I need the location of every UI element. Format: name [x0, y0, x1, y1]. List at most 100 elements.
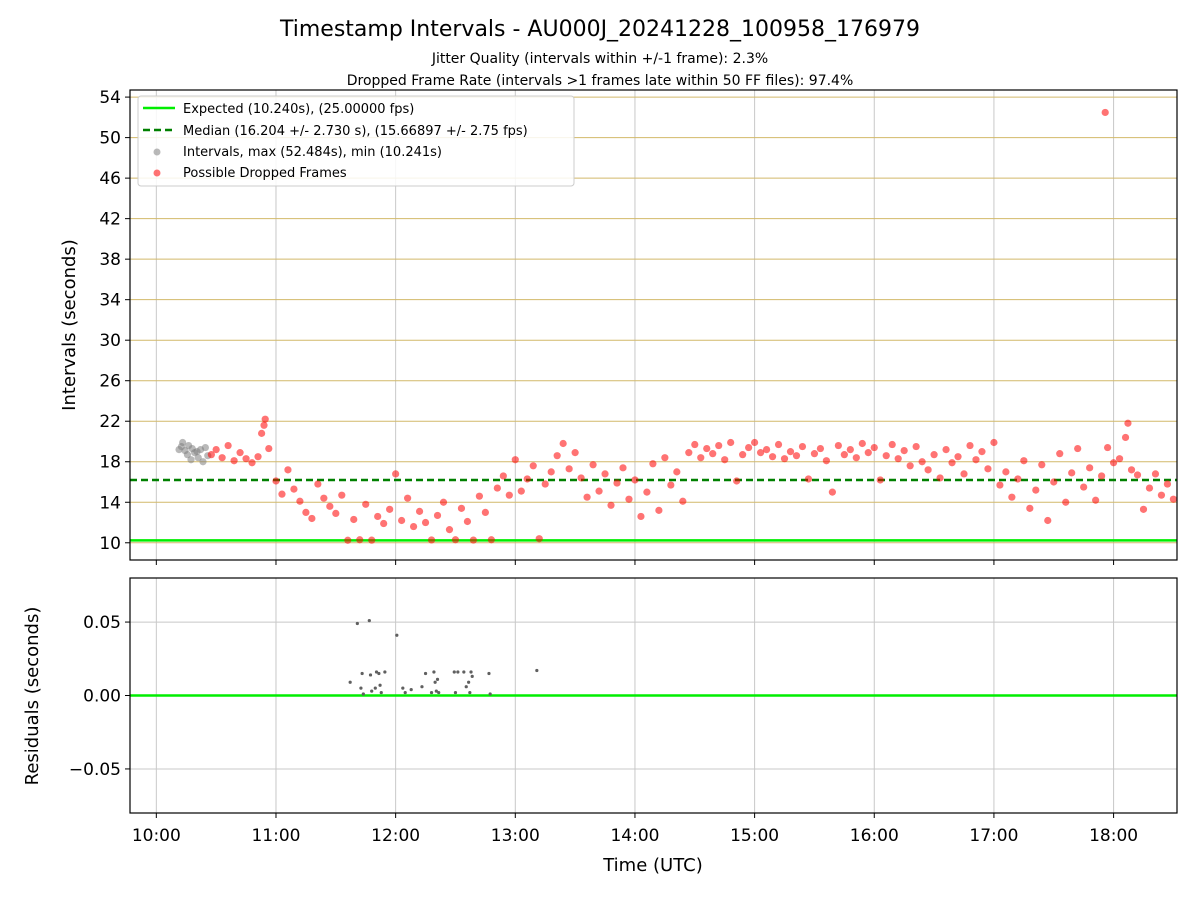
- dropped-frame-point: [254, 453, 262, 461]
- dropped-frame-point: [505, 491, 513, 499]
- residual-point: [464, 685, 468, 689]
- residual-point: [435, 677, 440, 681]
- residual-point: [456, 670, 460, 674]
- residual-point: [468, 690, 472, 695]
- dropped-frame-point: [900, 447, 908, 455]
- dropped-frame-point: [224, 441, 232, 450]
- dropped-frame-point: [888, 440, 896, 449]
- dropped-frame-point: [499, 472, 507, 480]
- dropped-frame-point: [589, 461, 597, 469]
- dropped-frame-point: [1139, 505, 1148, 513]
- dropped-frame-point: [625, 495, 633, 503]
- dropped-frame-point: [1044, 516, 1052, 525]
- intervals-y-tick-label: 50: [99, 129, 121, 149]
- dropped-frame-point: [487, 536, 495, 544]
- dropped-frame-point: [810, 450, 819, 458]
- dropped-frame-point: [314, 480, 322, 488]
- residuals-y-axis-label: Residuals (seconds): [22, 607, 43, 786]
- intervals-y-tick-label: 30: [99, 331, 121, 351]
- dropped-frame-point: [816, 444, 825, 453]
- dropped-frame-point: [852, 454, 860, 462]
- dropped-frame-point: [350, 515, 358, 524]
- dropped-frame-point: [1163, 480, 1172, 488]
- dropped-frame-point: [703, 444, 711, 453]
- intervals-y-tick-label: 18: [99, 453, 121, 473]
- dropped-frame-point: [685, 449, 693, 457]
- dropped-frame-point: [493, 484, 501, 492]
- dropped-frame-point: [804, 475, 813, 483]
- dropped-frame-point: [541, 480, 549, 488]
- dropped-frame-point: [637, 512, 645, 521]
- dropped-frame-point: [1074, 444, 1082, 453]
- intervals-y-ticks: 10 14 18 22 26 30 34 38 42 46 50 54: [99, 88, 1115, 565]
- residual-point: [359, 686, 363, 690]
- dropped-frame-point: [966, 441, 974, 450]
- residual-point: [420, 685, 424, 689]
- residual-point: [423, 671, 428, 676]
- dropped-frame-point: [834, 441, 842, 450]
- time-x-tick-label: 12:00: [371, 826, 420, 846]
- residual-point: [360, 671, 364, 676]
- figure-subtitle-jitter: Jitter Quality (intervals within +/-1 fr…: [431, 51, 768, 67]
- dropped-frame-point: [876, 476, 884, 484]
- dropped-frame-point: [565, 465, 573, 473]
- residuals-y-tick-label: 0.05: [83, 613, 121, 633]
- time-x-tick-label: 10:00: [132, 826, 181, 846]
- intervals-points: [175, 108, 1178, 544]
- dropped-frame-point: [882, 452, 890, 460]
- dropped-frame-point: [415, 507, 424, 515]
- dropped-frame-point: [840, 451, 848, 459]
- residuals-y-tick-label: 0.00: [83, 687, 121, 707]
- intervals-axes: Intervals (seconds) 10 14 18 22 26 30 34 38 42 46…: [59, 88, 1178, 565]
- dropped-frame-point: [984, 465, 992, 473]
- dropped-frame-point: [1002, 468, 1010, 476]
- dropped-frame-point: [398, 516, 406, 525]
- dropped-frame-point: [1101, 108, 1109, 117]
- residual-point: [469, 670, 473, 674]
- dropped-frame-point: [445, 526, 454, 534]
- residual-point: [348, 680, 352, 684]
- dropped-frame-point: [1020, 457, 1028, 465]
- dropped-frame-point: [691, 440, 699, 449]
- residual-point: [453, 690, 458, 695]
- dropped-frame-point: [948, 459, 956, 467]
- time-x-tick-label: 14:00: [610, 826, 659, 846]
- dropped-frame-point: [619, 464, 627, 472]
- legend-intervals-dot-swatch: [153, 148, 161, 156]
- dropped-frame-point: [697, 454, 705, 462]
- dropped-frame-point: [583, 493, 591, 501]
- dropped-frame-point: [290, 485, 298, 493]
- residual-point: [433, 680, 437, 684]
- dropped-frame-point: [1145, 484, 1154, 492]
- dropped-frame-point: [272, 477, 280, 485]
- dropped-frame-point: [1062, 498, 1070, 506]
- dropped-frame-point: [756, 449, 765, 457]
- dropped-frame-point: [284, 466, 292, 474]
- dropped-frame-point: [709, 450, 717, 458]
- dropped-frame-point: [978, 448, 986, 456]
- dropped-frame-point: [643, 488, 651, 496]
- dropped-frame-point: [320, 494, 328, 502]
- legend-dropped-dot-swatch: [153, 169, 161, 177]
- dropped-frame-point: [918, 458, 926, 466]
- dropped-frame-point: [302, 508, 310, 516]
- dropped-frame-point: [792, 452, 801, 460]
- residual-point: [367, 618, 371, 623]
- intervals-y-tick-label: 26: [99, 372, 121, 392]
- dropped-frame-point: [1038, 461, 1046, 469]
- dropped-frame-point: [667, 481, 675, 489]
- dropped-frame-point: [258, 429, 266, 437]
- dropped-frame-point: [601, 470, 609, 478]
- intervals-y-tick-label: 54: [99, 88, 121, 108]
- interval-point: [194, 454, 202, 462]
- legend-intervals-label: Intervals, max (52.484s), min (10.241s): [183, 145, 442, 160]
- dropped-frame-point: [870, 443, 878, 452]
- dropped-frame-point: [265, 444, 273, 453]
- dropped-frame-point: [828, 488, 836, 496]
- dropped-frame-point: [338, 491, 346, 499]
- dropped-frame-point: [421, 518, 430, 527]
- dropped-frame-point: [912, 442, 920, 451]
- intervals-axes-frame: [129, 89, 1178, 561]
- dropped-frame-point: [786, 448, 795, 456]
